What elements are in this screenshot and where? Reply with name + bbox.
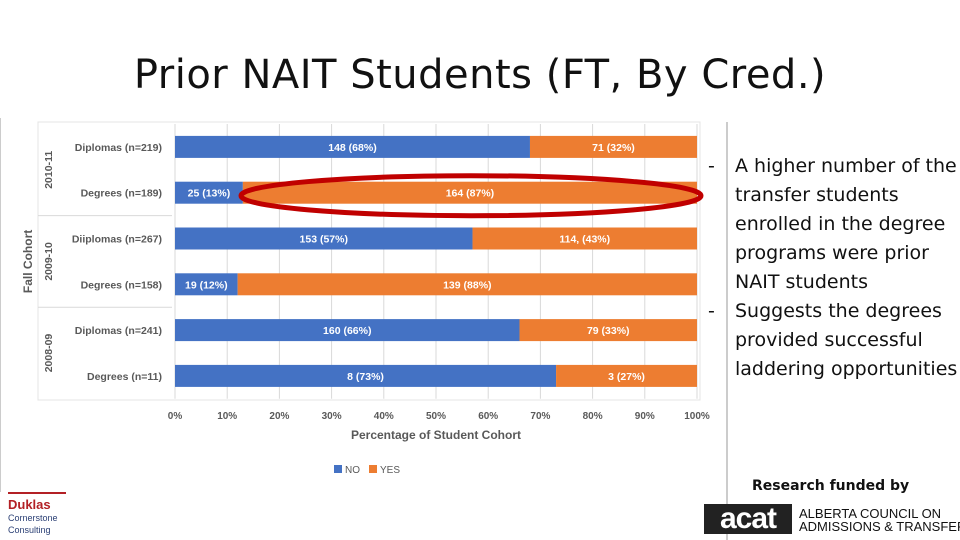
category-label: Diplomas (n=241) xyxy=(75,325,162,337)
acat-name-line-1: ALBERTA COUNCIL ON xyxy=(799,506,942,521)
bar-segment-yes xyxy=(556,364,697,387)
data-label: 71 (32%) xyxy=(592,142,635,154)
logo-line-2: Cornerstone xyxy=(8,513,58,523)
x-tick-label: 20% xyxy=(269,411,289,422)
bar-segment-no xyxy=(175,135,530,158)
bar-segment-no xyxy=(175,227,473,250)
data-label: 19 (12%) xyxy=(185,279,228,291)
bar-segment-no xyxy=(175,273,238,296)
data-label: 114, (43%) xyxy=(559,234,610,246)
x-tick-label: 100% xyxy=(684,411,710,422)
bar-segment-yes xyxy=(237,273,697,296)
bar-segment-no xyxy=(175,319,520,342)
bar-segment-yes xyxy=(472,227,697,250)
bullet-item: - Suggests the degrees provided successfu… xyxy=(708,300,958,380)
slide-title: Prior NAIT Students (FT, By Cred.) xyxy=(133,52,827,98)
category-label: Diiplomas (n=267) xyxy=(72,234,162,246)
x-tick-label: 30% xyxy=(322,411,342,422)
x-tick-label: 10% xyxy=(217,411,237,422)
data-label: 160 (66%) xyxy=(323,325,371,337)
legend-swatch-no xyxy=(334,465,342,473)
group-label: 2008-09 xyxy=(43,334,55,373)
logo-bar xyxy=(8,492,66,494)
x-tick-label: 50% xyxy=(426,411,446,422)
duklas-logo: Duklas Cornerstone Consulting xyxy=(8,492,72,536)
category-label: Degrees (n=158) xyxy=(81,279,162,291)
bar-segment-yes xyxy=(519,319,697,342)
highlight-ellipse xyxy=(238,173,704,219)
data-label: 3 (27%) xyxy=(608,371,645,383)
data-label: 148 (68%) xyxy=(328,142,376,154)
legend-label-no: NO xyxy=(345,465,360,476)
y-axis-title: Fall Cohort xyxy=(21,230,35,293)
x-tick-label: 90% xyxy=(635,411,655,422)
category-label: Degrees (n=189) xyxy=(81,188,162,200)
bullet-item: -A higher number of the transfer student… xyxy=(708,155,957,293)
x-tick-label: 40% xyxy=(374,411,394,422)
bar-segment-no xyxy=(175,181,243,204)
bullet-list: -A higher number of the transfer student… xyxy=(708,152,958,384)
data-label: 139 (88%) xyxy=(443,279,491,291)
logo-line-3: Consulting xyxy=(8,525,51,535)
group-label: 2009-10 xyxy=(43,242,55,281)
acat-mark: acat xyxy=(704,504,792,534)
data-label: 164 (87%) xyxy=(446,188,494,200)
bar-segment-yes xyxy=(242,181,698,204)
x-axis-title: Percentage of Student Cohort xyxy=(351,428,521,442)
bullet-text: A higher number of the transfer students… xyxy=(735,155,957,293)
x-tick-label: 80% xyxy=(583,411,603,422)
x-tick-label: 60% xyxy=(478,411,498,422)
chart-area-border xyxy=(37,121,701,401)
category-label: Diplomas (n=219) xyxy=(75,142,162,154)
legend-swatch-yes xyxy=(369,465,377,473)
legend-label-yes: YES xyxy=(380,465,400,476)
funded-by-label: Research funded by xyxy=(752,478,910,494)
bar-segment-no xyxy=(175,364,557,387)
bullet-text: Suggests the degrees provided successful… xyxy=(735,300,958,380)
category-label: Degrees (n=11) xyxy=(87,371,162,383)
data-label: 25 (13%) xyxy=(188,188,231,200)
x-tick-label: 70% xyxy=(530,411,550,422)
x-tick-label: 0% xyxy=(168,411,183,422)
data-label: 79 (33%) xyxy=(587,325,630,337)
logo-line-1: Duklas xyxy=(8,497,51,512)
acat-logo: acat ALBERTA COUNCIL ON ADMISSIONS & TRA… xyxy=(700,494,960,540)
acat-name-line-2: ADMISSIONS & TRANSFER xyxy=(799,519,960,534)
bar-segment-yes xyxy=(529,135,697,158)
data-label: 8 (73%) xyxy=(347,371,384,383)
data-label: 153 (57%) xyxy=(300,234,348,246)
group-label: 2010-11 xyxy=(43,151,55,189)
